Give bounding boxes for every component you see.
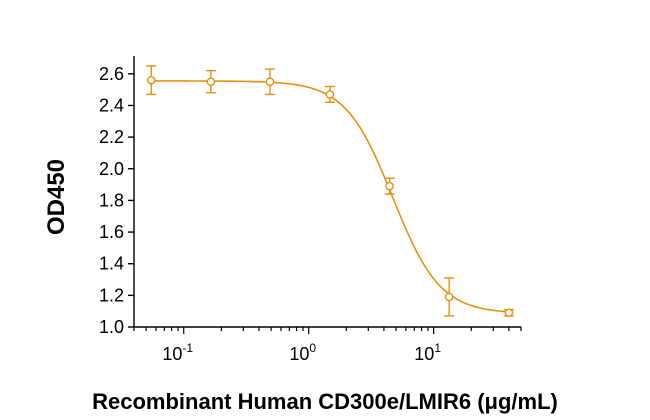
y-tick-label: 1.0 [99, 317, 124, 337]
point-marker [146, 75, 156, 85]
y-tick-label: 1.6 [99, 222, 124, 242]
y-tick-label: 2.4 [99, 95, 124, 115]
fit-line [151, 80, 509, 313]
data-point [205, 69, 216, 94]
x-axis-title: Recombinant Human CD300e/LMIR6 (μg/mL) [92, 389, 558, 414]
x-tick-label: 101 [414, 341, 441, 364]
x-tick-label: 100 [289, 341, 316, 364]
y-axis-title: OD450 [43, 159, 70, 235]
x-tick-label: 10-1 [162, 341, 193, 364]
y-tick-label: 2.2 [99, 127, 124, 147]
data-point [146, 65, 157, 96]
data-point [444, 277, 455, 317]
y-tick-label: 1.2 [99, 285, 124, 305]
data-points [146, 65, 514, 318]
y-tick-label: 1.8 [99, 190, 124, 210]
point-marker [325, 90, 335, 99]
point-marker [504, 308, 514, 318]
data-point [503, 308, 514, 318]
data-point [324, 85, 335, 104]
y-tick-label: 1.4 [99, 254, 124, 274]
fit-curve [151, 80, 509, 313]
y-tick-label: 2.0 [99, 159, 124, 179]
point-marker [206, 77, 216, 87]
data-point [264, 68, 275, 96]
point-marker [385, 181, 394, 191]
axes [133, 56, 521, 328]
data-point [384, 177, 395, 195]
point-marker [265, 77, 275, 87]
y-tick-label: 2.6 [99, 64, 124, 84]
y-axis-ticks: 1.0 1.2 1.4 1.6 1.8 2.0 2.2 2.4 2.6 [99, 64, 134, 337]
x-axis-ticks: 10-1 100 101 [133, 327, 522, 364]
point-marker [444, 292, 454, 302]
